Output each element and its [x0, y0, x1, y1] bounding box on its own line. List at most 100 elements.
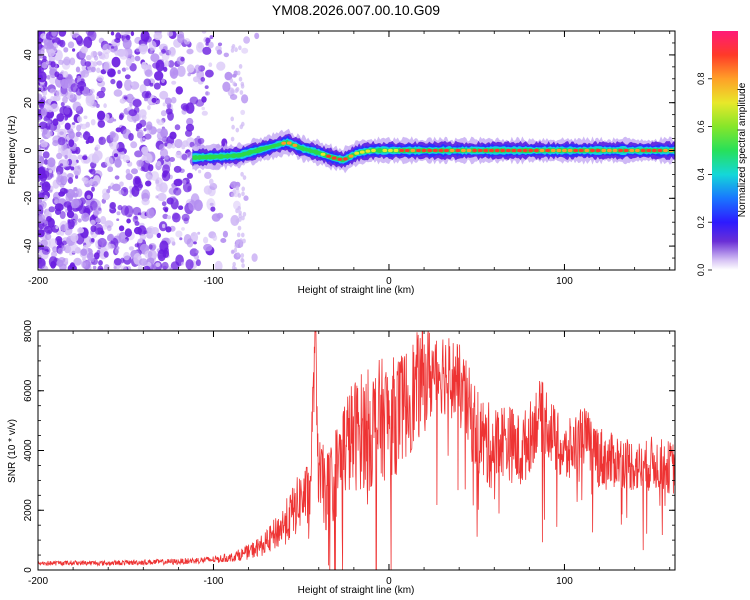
- noise-blob: [194, 64, 201, 74]
- noise-blob: [220, 238, 227, 243]
- noise-blob: [116, 80, 123, 89]
- noise-blob: [96, 75, 104, 82]
- noise-blob: [216, 61, 226, 71]
- track-core-peak: [438, 148, 444, 153]
- noise-blob: [157, 192, 167, 202]
- noise-blob: [114, 175, 120, 180]
- noise-blob: [129, 194, 133, 198]
- track-core-peak: [651, 148, 657, 153]
- noise-blob: [38, 116, 41, 123]
- noise-blob: [162, 213, 169, 219]
- noise-blob: [137, 265, 143, 270]
- track-core-peak: [432, 148, 438, 153]
- noise-blob: [201, 31, 207, 34]
- noise-blob: [128, 185, 133, 190]
- noise-blob: [124, 74, 131, 80]
- noise-blob: [159, 148, 169, 158]
- noise-blob: [169, 131, 177, 140]
- top-y-tick-label: -20: [23, 191, 34, 206]
- track-core-peak: [461, 148, 466, 153]
- noise-blob: [237, 205, 241, 211]
- noise-blob: [60, 102, 65, 107]
- track-core-peak: [393, 148, 399, 153]
- track-core-peak: [618, 148, 623, 153]
- noise-blob: [125, 58, 132, 67]
- noise-blob: [143, 265, 151, 270]
- noise-blob: [80, 58, 87, 67]
- track-core-peak: [663, 148, 668, 153]
- noise-blob: [77, 154, 84, 160]
- noise-blob: [205, 69, 214, 78]
- noise-blob: [85, 140, 90, 144]
- noise-blob: [161, 48, 166, 54]
- noise-blob: [143, 230, 148, 235]
- track-core-peak: [550, 148, 556, 153]
- noise-blob: [115, 32, 122, 41]
- noise-blob: [239, 242, 244, 248]
- noise-blob: [146, 225, 156, 236]
- snr-series-line: [38, 331, 675, 570]
- track-core-peak: [657, 148, 663, 153]
- bottom-x-tick-label: -200: [28, 576, 48, 587]
- noise-blob: [67, 205, 73, 212]
- noise-blob: [38, 155, 44, 163]
- noise-blob: [116, 156, 121, 161]
- noise-blob: [57, 137, 66, 146]
- noise-blob: [134, 55, 141, 62]
- noise-blob: [144, 133, 152, 140]
- noise-blob: [181, 213, 190, 222]
- noise-blob: [197, 137, 205, 145]
- track-core-peak: [354, 151, 360, 155]
- noise-blob: [216, 49, 223, 55]
- noise-blob: [193, 241, 197, 245]
- noise-blob: [193, 199, 203, 212]
- noise-blob: [38, 213, 46, 224]
- track-core-peak: [449, 148, 455, 153]
- noise-blob: [49, 88, 56, 95]
- noise-blob: [42, 89, 48, 96]
- noise-blob: [82, 131, 91, 141]
- colorbar-label: Normalized spectral amplitude: [737, 82, 748, 217]
- noise-blob: [129, 63, 137, 72]
- noise-blob: [55, 174, 65, 186]
- noise-blob: [69, 94, 74, 99]
- noise-blob: [231, 44, 236, 49]
- noise-blob: [67, 177, 74, 184]
- noise-blob: [230, 48, 235, 53]
- noise-blob: [40, 33, 47, 40]
- noise-blob: [185, 129, 193, 137]
- noise-blob: [166, 215, 172, 220]
- noise-blob: [159, 240, 169, 253]
- noise-blob: [141, 146, 149, 155]
- noise-blob: [240, 109, 246, 115]
- noise-blob: [222, 81, 231, 93]
- noise-blob: [175, 86, 183, 95]
- noise-blob: [174, 124, 181, 131]
- noise-blob: [168, 60, 175, 68]
- noise-blob: [168, 47, 176, 57]
- noise-blob: [216, 212, 224, 219]
- track-core-peak: [500, 148, 506, 153]
- noise-blob: [103, 103, 107, 109]
- noise-blob: [40, 140, 48, 148]
- noise-blob: [89, 101, 98, 108]
- noise-blob: [203, 236, 209, 244]
- noise-blob: [130, 141, 138, 149]
- track-core-peak: [286, 141, 292, 145]
- noise-blob: [118, 225, 125, 232]
- noise-blob: [162, 170, 168, 177]
- noise-blob: [41, 265, 49, 270]
- noise-blob: [210, 206, 216, 212]
- noise-blob: [235, 239, 240, 245]
- noise-blob: [64, 154, 68, 160]
- noise-blob: [212, 234, 218, 241]
- track-core-peak: [337, 157, 343, 161]
- noise-blob: [39, 121, 48, 130]
- noise-blob: [147, 105, 151, 111]
- noise-blob: [169, 267, 174, 270]
- noise-blob: [62, 240, 67, 246]
- bottom-x-tick-label: 0: [386, 576, 392, 587]
- noise-blob: [151, 97, 157, 103]
